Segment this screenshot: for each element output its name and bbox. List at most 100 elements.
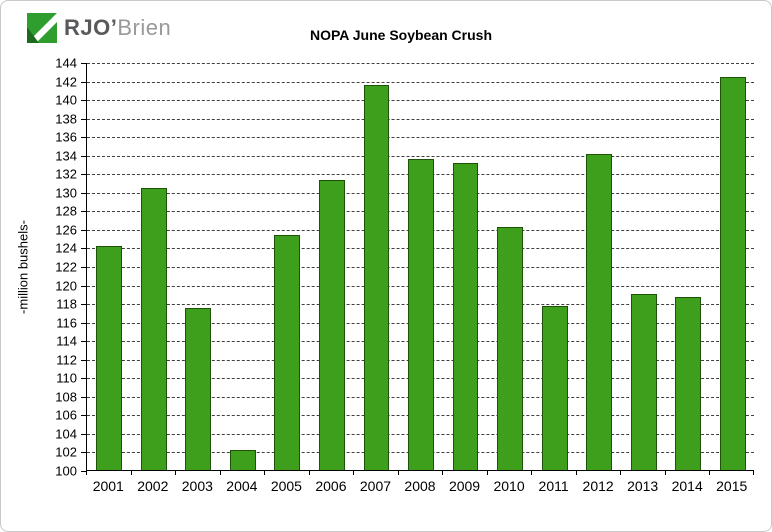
bar-2010 — [497, 227, 523, 470]
y-tick-label: 102 — [55, 444, 77, 460]
y-axis-tick — [81, 192, 86, 194]
y-tick-label: 122 — [55, 259, 77, 275]
y-axis-title: -million bushels- — [15, 220, 31, 314]
y-axis-tick — [81, 174, 86, 176]
y-tick-label: 144 — [55, 55, 77, 71]
x-tick-label: 2005 — [270, 478, 302, 494]
y-axis-tick — [81, 137, 86, 139]
y-axis-tick — [81, 118, 86, 120]
gridline — [87, 155, 754, 157]
x-axis-tick — [219, 471, 221, 475]
y-axis-tick — [81, 211, 86, 213]
y-axis-tick — [81, 155, 86, 157]
rjo-brien-logo-icon — [27, 13, 57, 43]
y-tick-label: 134 — [55, 148, 77, 164]
gridline — [87, 100, 754, 102]
y-tick-label: 140 — [55, 92, 77, 108]
x-axis-tick — [130, 471, 132, 475]
y-axis-tick — [81, 304, 86, 306]
y-axis-tick — [81, 285, 86, 287]
x-axis-labels: 2001 2002 2003 2004 2005 2006 2007 2008 2009 2010… — [86, 478, 754, 498]
x-axis-tick — [397, 471, 399, 475]
y-tick-label: 114 — [56, 333, 77, 349]
bar-2011 — [541, 305, 568, 470]
x-tick-label: 2008 — [404, 478, 436, 494]
x-tick-label: 2013 — [627, 478, 659, 494]
x-tick-label: 2009 — [448, 478, 481, 494]
x-tick-label: 2014 — [671, 478, 703, 494]
bar-2009 — [452, 163, 479, 470]
logo-text-secondary: Brien — [117, 15, 172, 40]
x-tick-label: 2006 — [315, 478, 347, 494]
chart-title: NOPA June Soybean Crush — [309, 27, 493, 43]
gridline — [87, 118, 754, 120]
y-tick-label: 106 — [55, 407, 77, 423]
bar-2014 — [675, 296, 702, 470]
y-axis-tick — [81, 378, 86, 380]
y-tick-label: 120 — [55, 278, 77, 294]
bar-2003 — [185, 307, 212, 470]
y-tick-label: 138 — [55, 111, 77, 127]
x-tick-label: 2012 — [582, 478, 614, 494]
y-axis-tick — [81, 471, 86, 472]
x-axis-tick — [664, 471, 666, 475]
x-tick-label: 2007 — [359, 478, 392, 494]
y-tick-label: 100 — [55, 463, 77, 479]
bar-2015 — [719, 76, 746, 470]
y-tick-label: 142 — [55, 74, 77, 90]
y-axis-tick — [81, 267, 86, 268]
y-tick-label: 108 — [55, 389, 77, 405]
y-tick-label: 132 — [55, 166, 77, 182]
y-axis-tick — [81, 452, 86, 454]
x-tick-label: 2004 — [226, 478, 258, 494]
y-tick-label: 126 — [55, 222, 77, 238]
bar-2006 — [319, 179, 345, 470]
x-axis-tick — [353, 471, 355, 475]
y-tick-label: 118 — [56, 296, 77, 312]
y-axis-tick — [81, 229, 86, 231]
x-axis-tick — [86, 471, 87, 475]
logo-text-primary: RJO’ — [64, 15, 118, 40]
logo-text: RJO’Brien — [64, 13, 171, 43]
bar-2005 — [274, 235, 301, 470]
bar-2007 — [363, 85, 390, 470]
x-axis-tick — [308, 471, 310, 475]
y-axis-tick — [81, 396, 86, 398]
x-axis-tick — [620, 471, 622, 475]
y-tick-label: 130 — [55, 185, 77, 201]
bar-2012 — [586, 153, 613, 470]
y-tick-label: 116 — [56, 315, 77, 331]
x-axis-tick — [175, 471, 177, 475]
x-tick-label: 2010 — [493, 478, 525, 494]
y-tick-label: 136 — [55, 129, 77, 145]
x-tick-label: 2003 — [181, 478, 213, 494]
bar-2004 — [229, 449, 256, 470]
gridline — [87, 137, 754, 139]
x-tick-label: 2015 — [716, 478, 748, 494]
x-tick-label: 2001 — [92, 478, 124, 494]
y-axis-tick — [81, 248, 86, 250]
bar-2008 — [408, 159, 434, 470]
y-axis-tick — [81, 433, 86, 435]
x-axis-tick — [753, 471, 754, 475]
x-axis-tick — [486, 471, 488, 475]
y-axis-tick — [81, 415, 86, 417]
y-axis-tick — [81, 81, 86, 83]
y-tick-label: 112 — [56, 352, 77, 368]
y-tick-label: 124 — [55, 240, 77, 256]
x-axis-tick — [575, 471, 577, 475]
x-axis-tick — [442, 471, 444, 475]
bar-2001 — [96, 245, 123, 470]
y-axis-tick — [81, 359, 86, 361]
x-axis-tick — [264, 471, 266, 475]
x-axis-tick — [709, 471, 711, 475]
y-axis-labels: 100 102 104 106 108 110 112 114 116 118 120 122 124 1… — [41, 56, 86, 479]
y-axis-tick — [81, 63, 86, 64]
x-axis-tick — [531, 471, 533, 475]
gridline — [87, 63, 754, 64]
bar-2002 — [140, 188, 167, 470]
x-tick-label: 2002 — [137, 478, 169, 494]
y-axis-tick — [81, 100, 86, 102]
plot-area — [86, 63, 754, 471]
